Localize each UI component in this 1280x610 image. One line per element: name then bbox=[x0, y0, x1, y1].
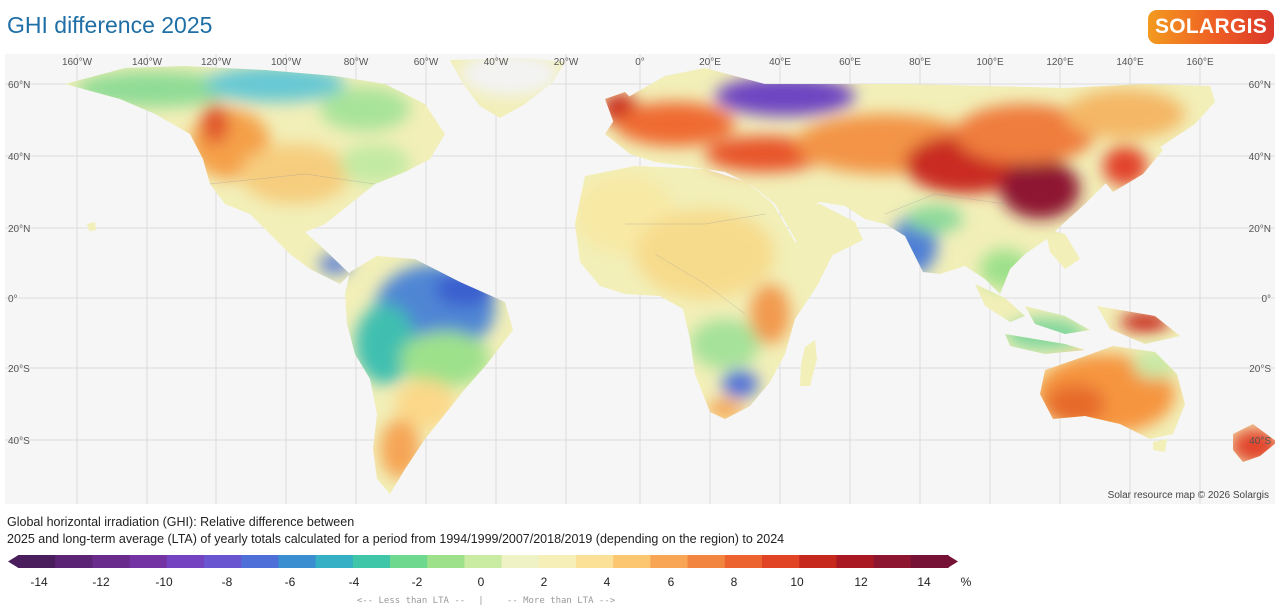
legend-swatch bbox=[836, 555, 875, 568]
lon-label-60w: 60°W bbox=[414, 57, 439, 68]
lon-label-140w: 140°W bbox=[132, 57, 163, 68]
lon-label-60e: 60°E bbox=[839, 57, 861, 68]
world-map[interactable]: 160°W 140°W 120°W 100°W 80°W 60°W 40°W 2… bbox=[5, 54, 1275, 504]
lat-label-right-20n: 20°N bbox=[1249, 224, 1271, 235]
lon-label-20w: 20°W bbox=[554, 57, 579, 68]
solargis-logo: SOLARGIS bbox=[1148, 10, 1274, 44]
legend-tick-minus10: -10 bbox=[155, 575, 173, 589]
legend-swatch bbox=[650, 555, 689, 568]
lon-label-40w: 40°W bbox=[484, 57, 509, 68]
legend-swatch bbox=[762, 555, 800, 568]
caption-line-1: Global horizontal irradiation (GHI): Rel… bbox=[7, 515, 355, 529]
lon-label-100e: 100°E bbox=[976, 57, 1004, 68]
color-legend: -14 -12 -10 -8 -6 -4 -2 0 2 4 6 8 10 12 … bbox=[0, 552, 1280, 610]
legend-swatch bbox=[501, 555, 540, 568]
lon-label-160e: 160°E bbox=[1186, 57, 1214, 68]
lon-label-80e: 80°E bbox=[909, 57, 931, 68]
legend-unit: % bbox=[961, 575, 972, 589]
legend-swatch bbox=[166, 555, 205, 568]
legend-less-label: <-- Less than LTA -- bbox=[357, 596, 465, 606]
lon-label-120w: 120°W bbox=[201, 57, 232, 68]
legend-tick-minus4: -4 bbox=[349, 575, 360, 589]
boundaries bbox=[209, 173, 1006, 315]
legend-swatch bbox=[724, 555, 763, 568]
legend-tick-minus14: -14 bbox=[30, 575, 48, 589]
lon-label-140e: 140°E bbox=[1116, 57, 1144, 68]
legend-swatch bbox=[315, 555, 354, 568]
lat-label-left-20s: 20°S bbox=[8, 364, 30, 375]
legend-swatch bbox=[538, 555, 577, 568]
legend-swatch bbox=[390, 555, 428, 568]
legend-tick-12: 12 bbox=[854, 575, 868, 589]
legend-swatch bbox=[910, 555, 949, 568]
legend-swatch bbox=[352, 555, 391, 568]
legend-swatch bbox=[204, 555, 242, 568]
legend-swatch bbox=[576, 555, 614, 568]
legend-swatch bbox=[687, 555, 726, 568]
legend-tick-minus8: -8 bbox=[222, 575, 233, 589]
legend-tick-minus12: -12 bbox=[92, 575, 110, 589]
legend-tick-0: 0 bbox=[478, 575, 485, 589]
lat-label-right-0: 0° bbox=[1261, 294, 1271, 305]
legend-swatch bbox=[92, 555, 131, 568]
legend-swatches bbox=[8, 555, 958, 568]
legend-tick-minus6: -6 bbox=[285, 575, 296, 589]
legend-tick-10: 10 bbox=[790, 575, 804, 589]
legend-tick-6: 6 bbox=[668, 575, 675, 589]
map-canvas: 160°W 140°W 120°W 100°W 80°W 60°W 40°W 2… bbox=[5, 54, 1275, 504]
legend-tick-2: 2 bbox=[541, 575, 548, 589]
lat-label-left-60n: 60°N bbox=[8, 80, 30, 91]
legend-swatch bbox=[129, 555, 168, 568]
legend-swatch bbox=[278, 555, 317, 568]
page-title: GHI difference 2025 bbox=[7, 12, 213, 38]
lon-label-100w: 100°W bbox=[271, 57, 302, 68]
legend-swatch bbox=[613, 555, 651, 568]
lat-label-right-40s: 40°S bbox=[1249, 436, 1271, 447]
lon-label-80w: 80°W bbox=[344, 57, 369, 68]
legend-swatch bbox=[873, 555, 912, 568]
legend-separator: | bbox=[478, 596, 483, 606]
legend-swatch bbox=[241, 555, 279, 568]
legend-arrow-left bbox=[8, 555, 19, 568]
lat-label-right-20s: 20°S bbox=[1249, 364, 1271, 375]
legend-tick-14: 14 bbox=[917, 575, 931, 589]
legend-canvas: -14 -12 -10 -8 -6 -4 -2 0 2 4 6 8 10 12 … bbox=[8, 555, 972, 606]
lat-label-right-40n: 40°N bbox=[1249, 152, 1271, 163]
lat-label-left-0: 0° bbox=[8, 294, 18, 305]
lat-label-right-60n: 60°N bbox=[1249, 80, 1271, 91]
lat-label-left-40n: 40°N bbox=[8, 152, 30, 163]
legend-tick-4: 4 bbox=[604, 575, 611, 589]
legend-more-label: -- More than LTA --> bbox=[507, 596, 616, 606]
lon-label-160w: 160°W bbox=[62, 57, 93, 68]
legend-tick-minus2: -2 bbox=[412, 575, 423, 589]
lon-label-0: 0° bbox=[635, 57, 645, 68]
legend-swatch bbox=[427, 555, 465, 568]
caption-line-2: 2025 and long-term average (LTA) of year… bbox=[7, 532, 785, 546]
lat-label-left-40s: 40°S bbox=[8, 436, 30, 447]
legend-swatch bbox=[18, 555, 56, 568]
legend-swatch bbox=[55, 555, 93, 568]
lon-label-120e: 120°E bbox=[1046, 57, 1074, 68]
lat-label-left-20n: 20°N bbox=[8, 224, 30, 235]
legend-arrow-right bbox=[947, 555, 958, 568]
legend-tick-8: 8 bbox=[731, 575, 738, 589]
legend-swatch bbox=[799, 555, 837, 568]
lon-label-40e: 40°E bbox=[769, 57, 791, 68]
lon-label-20e: 20°E bbox=[699, 57, 721, 68]
map-attribution: Solar resource map © 2026 Solargis bbox=[1108, 490, 1269, 501]
legend-swatch bbox=[464, 555, 503, 568]
